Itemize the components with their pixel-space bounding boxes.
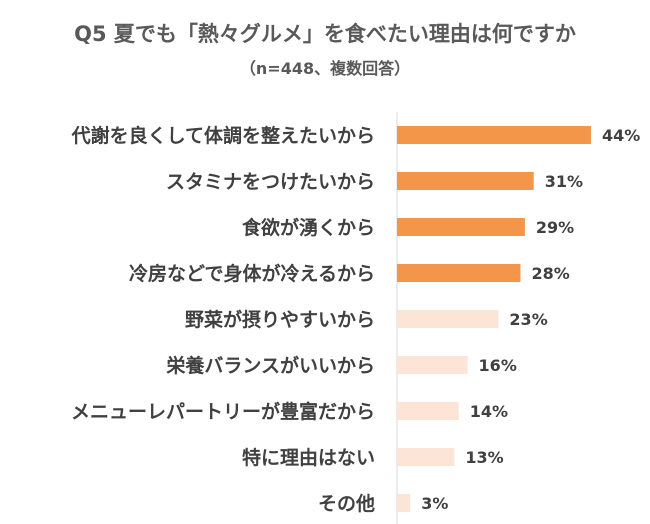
chart-title: Q5 夏でも「熱々グルメ」を食べたい理由は何ですか xyxy=(74,22,576,46)
category-label: スタミナをつけたいから xyxy=(166,171,375,193)
data-label: 29% xyxy=(536,218,574,237)
data-label: 13% xyxy=(465,448,503,467)
bar xyxy=(397,218,525,236)
bar xyxy=(397,494,411,512)
data-label: 3% xyxy=(421,494,448,513)
category-label: 冷房などで身体が冷えるから xyxy=(129,262,375,285)
category-label: 代謝を良くして体調を整えたいから xyxy=(71,124,375,147)
data-label: 23% xyxy=(509,310,547,329)
bar xyxy=(397,402,459,420)
chart-subtitle: （n=448、複数回答） xyxy=(239,59,411,78)
data-label: 28% xyxy=(531,264,569,283)
data-label: 31% xyxy=(545,172,583,191)
bar xyxy=(397,448,455,466)
category-label: 野菜が摂りやすいから xyxy=(185,308,375,331)
category-label: メニューレパートリーが豊富だから xyxy=(71,400,375,423)
bar xyxy=(397,172,534,190)
category-label: 食欲が湧くから xyxy=(242,216,375,239)
category-label: 特に理由はない xyxy=(242,446,375,469)
data-label: 44% xyxy=(602,126,640,145)
data-label: 14% xyxy=(470,402,508,421)
bar xyxy=(397,310,499,328)
data-label: 16% xyxy=(479,356,517,375)
category-label: その他 xyxy=(318,492,375,515)
category-label: 栄養バランスがいいから xyxy=(165,354,375,377)
bar xyxy=(397,356,468,374)
bar xyxy=(397,264,521,282)
bar xyxy=(397,126,592,144)
